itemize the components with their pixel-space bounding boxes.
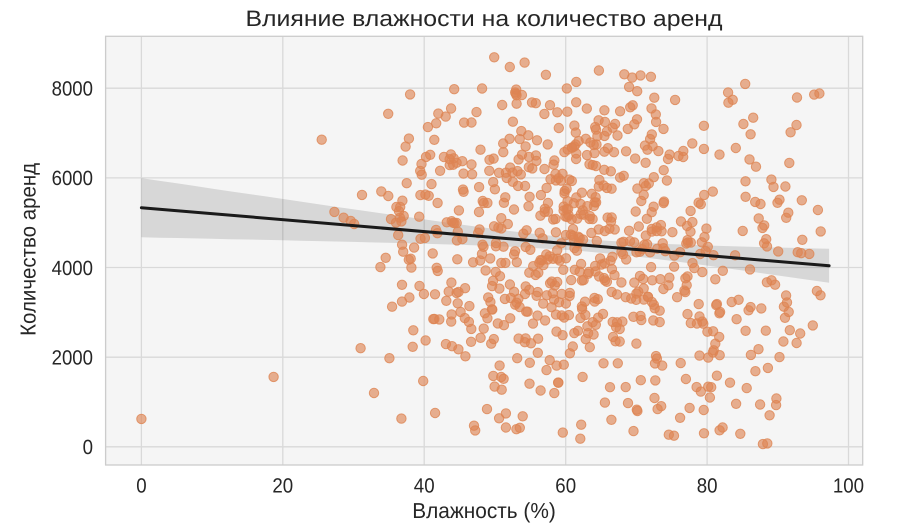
svg-text:20: 20 <box>272 474 293 497</box>
svg-text:8000: 8000 <box>52 78 93 101</box>
svg-text:40: 40 <box>414 474 435 497</box>
svg-text:Влияние влажности на количеств: Влияние влажности на количество аренд <box>246 6 723 31</box>
svg-text:80: 80 <box>697 474 718 497</box>
svg-text:0: 0 <box>136 474 146 497</box>
svg-text:0: 0 <box>83 436 93 459</box>
svg-text:2000: 2000 <box>52 347 93 370</box>
svg-text:100: 100 <box>833 474 864 497</box>
svg-text:60: 60 <box>555 474 576 497</box>
svg-text:4000: 4000 <box>52 257 93 280</box>
svg-text:Количество аренд: Количество аренд <box>16 163 41 336</box>
svg-text:6000: 6000 <box>52 167 93 190</box>
svg-text:Влажность (%): Влажность (%) <box>412 498 556 523</box>
